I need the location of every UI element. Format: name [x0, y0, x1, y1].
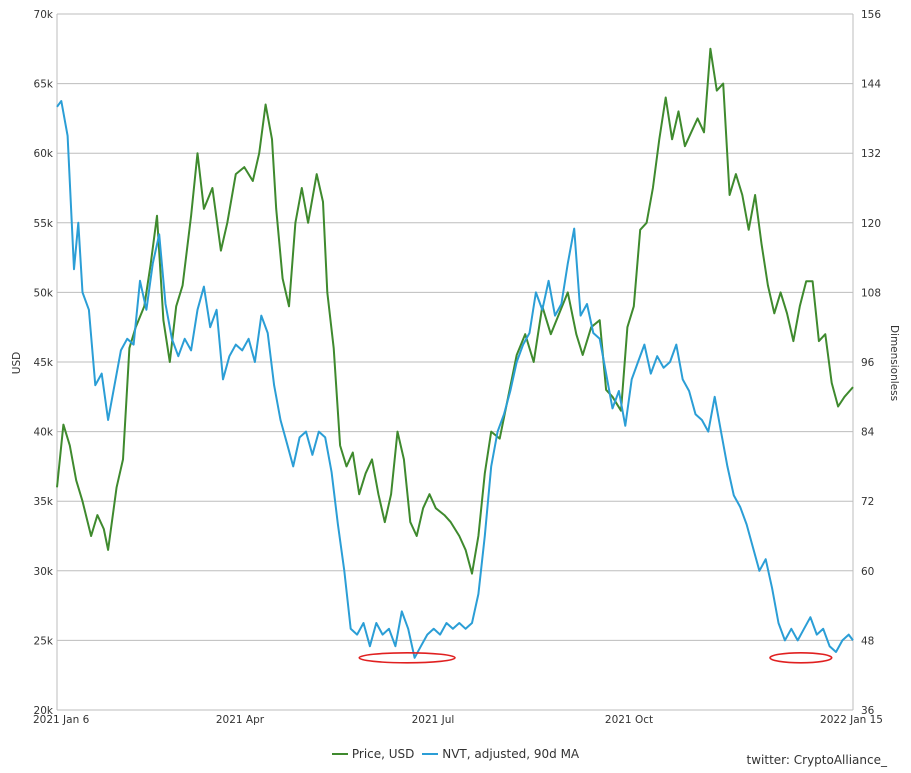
y-right-tick-label: 36: [861, 705, 875, 717]
y-left-tick-label: 50k: [34, 287, 54, 299]
legend-item-price[interactable]: Price, USD: [331, 747, 415, 761]
y-left-tick-label: 30k: [34, 566, 54, 578]
legend-label-price: Price, USD: [351, 747, 415, 761]
y-axis-left-label: USD: [11, 352, 23, 374]
y-right-tick-label: 72: [861, 496, 874, 508]
y-right-tick-label: 84: [861, 427, 875, 439]
y-right-tick-label: 144: [861, 79, 881, 91]
y-right-tick-label: 48: [861, 635, 874, 647]
legend-item-nvt[interactable]: NVT, adjusted, 90d MA: [422, 747, 579, 761]
y-right-tick-label: 120: [861, 218, 881, 230]
y-left-tick-label: 20k: [34, 705, 54, 717]
y-left-tick-label: 25k: [34, 635, 54, 647]
y-left-tick-label: 40k: [34, 427, 54, 439]
series-line-0: [56, 47, 854, 575]
y-right-tick-label: 132: [861, 148, 881, 160]
y-axis-right-label: Dimensionless: [888, 325, 900, 401]
y-right-tick-label: 156: [861, 9, 881, 21]
annotations: [358, 651, 833, 664]
x-tick-label: 2021 Oct: [605, 714, 653, 726]
series-lines: [56, 47, 854, 659]
right-axis-ticks: 36 48 60 72 84 96 108 120 132 144 156: [861, 9, 881, 717]
legend-label-nvt: NVT, adjusted, 90d MA: [442, 747, 580, 761]
gridlines: [56, 13, 854, 711]
x-tick-label: 2021 Jan 6: [33, 714, 90, 726]
y-right-tick-label: 108: [861, 287, 881, 299]
legend-swatch-price: [331, 753, 348, 755]
x-tick-label: 2021 Jul: [412, 714, 455, 726]
series-line-1: [56, 100, 854, 659]
x-tick-label: 2022 Jan 15: [820, 714, 883, 726]
y-left-tick-label: 55k: [34, 218, 54, 230]
y-left-tick-label: 45k: [34, 357, 54, 369]
y-left-tick-label: 35k: [34, 496, 54, 508]
y-right-tick-label: 60: [861, 566, 874, 578]
credit-text: twitter: CryptoAlliance_: [746, 753, 887, 767]
y-right-tick-label: 96: [861, 357, 875, 369]
legend-swatch-nvt: [422, 753, 439, 755]
annotation-ellipse-0: [358, 651, 456, 664]
annotation-ellipse-1: [769, 651, 833, 664]
x-tick-label: 2021 Apr: [216, 714, 265, 726]
left-axis-ticks: 20k 25k 30k 35k 40k 45k 50k 55k 60k 65k 70k: [34, 9, 54, 717]
x-axis-ticks: 2021 Jan 6 2021 Apr 2021 Jul 2021 Oct 2022 J…: [33, 714, 883, 726]
y-left-tick-label: 60k: [34, 148, 54, 160]
y-left-tick-label: 65k: [34, 79, 54, 91]
y-left-tick-label: 70k: [34, 9, 54, 21]
legend: Price, USD NVT, adjusted, 90d MA: [0, 744, 911, 761]
